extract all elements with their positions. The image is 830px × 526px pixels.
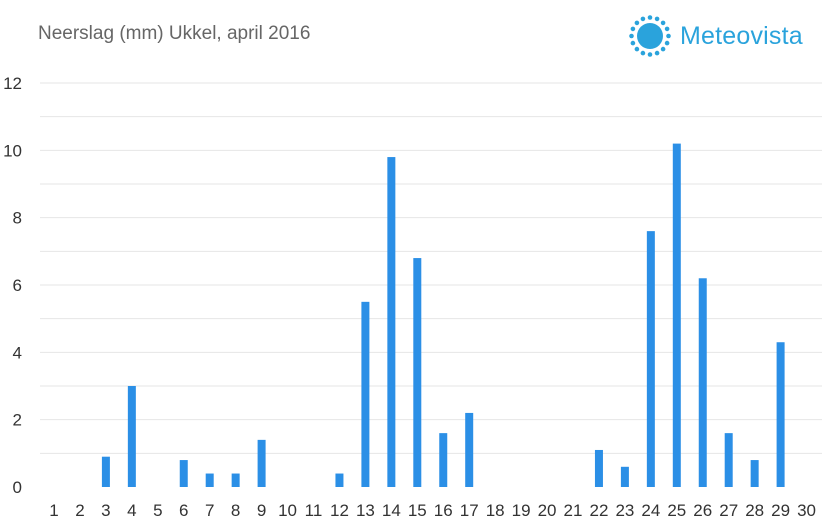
bar xyxy=(205,473,214,487)
y-tick-label: 8 xyxy=(13,209,22,228)
bar xyxy=(750,460,759,487)
x-tick-label: 7 xyxy=(205,501,214,520)
bar xyxy=(101,456,110,487)
bars xyxy=(101,143,785,488)
bar xyxy=(646,231,655,487)
bar xyxy=(413,258,422,487)
x-tick-label: 12 xyxy=(330,501,349,520)
x-tick-label: 27 xyxy=(719,501,738,520)
x-tick-label: 1 xyxy=(49,501,58,520)
grid-lines xyxy=(40,82,822,454)
bar xyxy=(594,449,603,487)
x-tick-label: 25 xyxy=(667,501,686,520)
bar xyxy=(387,157,396,488)
x-tick-label: 22 xyxy=(589,501,608,520)
x-tick-label: 16 xyxy=(434,501,453,520)
bar xyxy=(698,278,707,487)
brand-logo: Meteovista xyxy=(626,12,803,60)
y-axis: 0 2 4 6 8 10 12 xyxy=(3,74,22,497)
x-tick-label: 30 xyxy=(797,501,816,520)
x-tick-label: 6 xyxy=(179,501,188,520)
bar xyxy=(231,473,240,487)
x-tick-label: 11 xyxy=(305,501,323,520)
y-tick-label: 0 xyxy=(13,478,22,497)
bar xyxy=(335,473,344,487)
bar xyxy=(672,143,681,487)
brand-name: Meteovista xyxy=(680,21,803,50)
x-tick-label: 9 xyxy=(257,501,266,520)
bar xyxy=(465,412,474,487)
bar xyxy=(127,386,136,487)
y-tick-label: 10 xyxy=(3,141,22,160)
x-tick-label: 15 xyxy=(408,501,427,520)
y-tick-label: 12 xyxy=(3,74,22,93)
x-tick-label: 19 xyxy=(512,501,531,520)
x-tick-label: 21 xyxy=(564,501,583,520)
y-tick-label: 4 xyxy=(13,343,22,362)
x-tick-label: 18 xyxy=(486,501,505,520)
y-tick-label: 2 xyxy=(13,411,22,430)
bar xyxy=(179,460,188,487)
x-tick-label: 8 xyxy=(231,501,240,520)
x-tick-label: 26 xyxy=(693,501,712,520)
x-tick-label: 20 xyxy=(538,501,557,520)
bar xyxy=(724,433,733,487)
x-tick-label: 24 xyxy=(641,501,660,520)
x-tick-label: 2 xyxy=(75,501,84,520)
x-tick-label: 28 xyxy=(745,501,764,520)
x-tick-label: 17 xyxy=(460,501,479,520)
x-tick-label: 29 xyxy=(771,501,790,520)
chart-title: Neerslag (mm) Ukkel, april 2016 xyxy=(38,23,311,44)
x-tick-label: 4 xyxy=(127,501,136,520)
bar xyxy=(776,342,785,487)
bar xyxy=(439,433,448,487)
x-tick-label: 5 xyxy=(153,501,162,520)
bar xyxy=(361,301,370,487)
y-tick-label: 6 xyxy=(13,276,22,295)
x-tick-label: 3 xyxy=(101,501,110,520)
sun-icon xyxy=(629,15,671,57)
x-tick-label: 10 xyxy=(278,501,297,520)
bar xyxy=(620,466,629,487)
bar xyxy=(257,439,266,487)
x-axis: 1 2 3 4 5 6 7 8 9 10 11 12 13 14 15 16 17 18 19 20 21 22 23 24 2… xyxy=(49,501,816,520)
x-tick-label: 13 xyxy=(356,501,375,520)
x-tick-label: 14 xyxy=(382,501,401,520)
x-tick-label: 23 xyxy=(615,501,634,520)
